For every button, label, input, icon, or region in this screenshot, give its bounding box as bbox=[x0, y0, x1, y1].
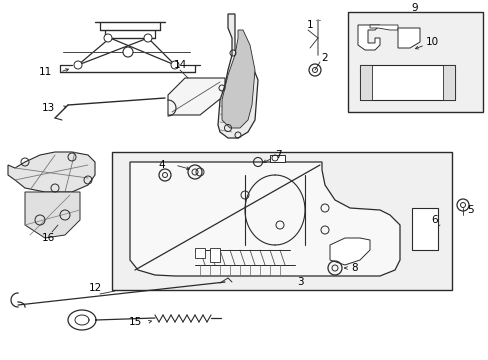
Polygon shape bbox=[168, 78, 224, 115]
Text: 3: 3 bbox=[296, 277, 303, 287]
Polygon shape bbox=[357, 25, 379, 50]
Text: 16: 16 bbox=[41, 233, 55, 243]
Polygon shape bbox=[369, 25, 397, 30]
Circle shape bbox=[123, 47, 133, 57]
Polygon shape bbox=[195, 248, 204, 258]
Text: 10: 10 bbox=[425, 37, 438, 47]
Bar bbox=[442, 65, 454, 100]
Text: 9: 9 bbox=[411, 3, 417, 13]
Circle shape bbox=[74, 61, 82, 69]
Circle shape bbox=[171, 61, 179, 69]
Polygon shape bbox=[8, 152, 95, 192]
Text: 11: 11 bbox=[38, 67, 52, 77]
Polygon shape bbox=[209, 248, 220, 262]
Text: 2: 2 bbox=[321, 53, 327, 63]
Text: 13: 13 bbox=[41, 103, 55, 113]
Polygon shape bbox=[411, 208, 437, 250]
Text: 15: 15 bbox=[128, 317, 142, 327]
Bar bbox=[359, 65, 371, 100]
Polygon shape bbox=[222, 30, 254, 128]
Bar bbox=[359, 65, 454, 100]
Text: 7: 7 bbox=[274, 150, 281, 160]
Text: 1: 1 bbox=[306, 20, 313, 30]
Text: 6: 6 bbox=[431, 215, 437, 225]
Polygon shape bbox=[397, 28, 419, 48]
Polygon shape bbox=[130, 162, 399, 276]
Circle shape bbox=[104, 34, 112, 42]
Text: 8: 8 bbox=[351, 263, 358, 273]
Text: 5: 5 bbox=[466, 205, 472, 215]
Circle shape bbox=[143, 34, 152, 42]
Text: 12: 12 bbox=[88, 283, 102, 293]
Polygon shape bbox=[329, 238, 369, 265]
Polygon shape bbox=[218, 14, 258, 138]
Text: 14: 14 bbox=[173, 60, 186, 70]
Bar bbox=[112, 152, 451, 290]
Text: 4: 4 bbox=[159, 160, 165, 170]
Bar bbox=[347, 12, 482, 112]
Polygon shape bbox=[25, 192, 80, 238]
Polygon shape bbox=[269, 155, 285, 162]
